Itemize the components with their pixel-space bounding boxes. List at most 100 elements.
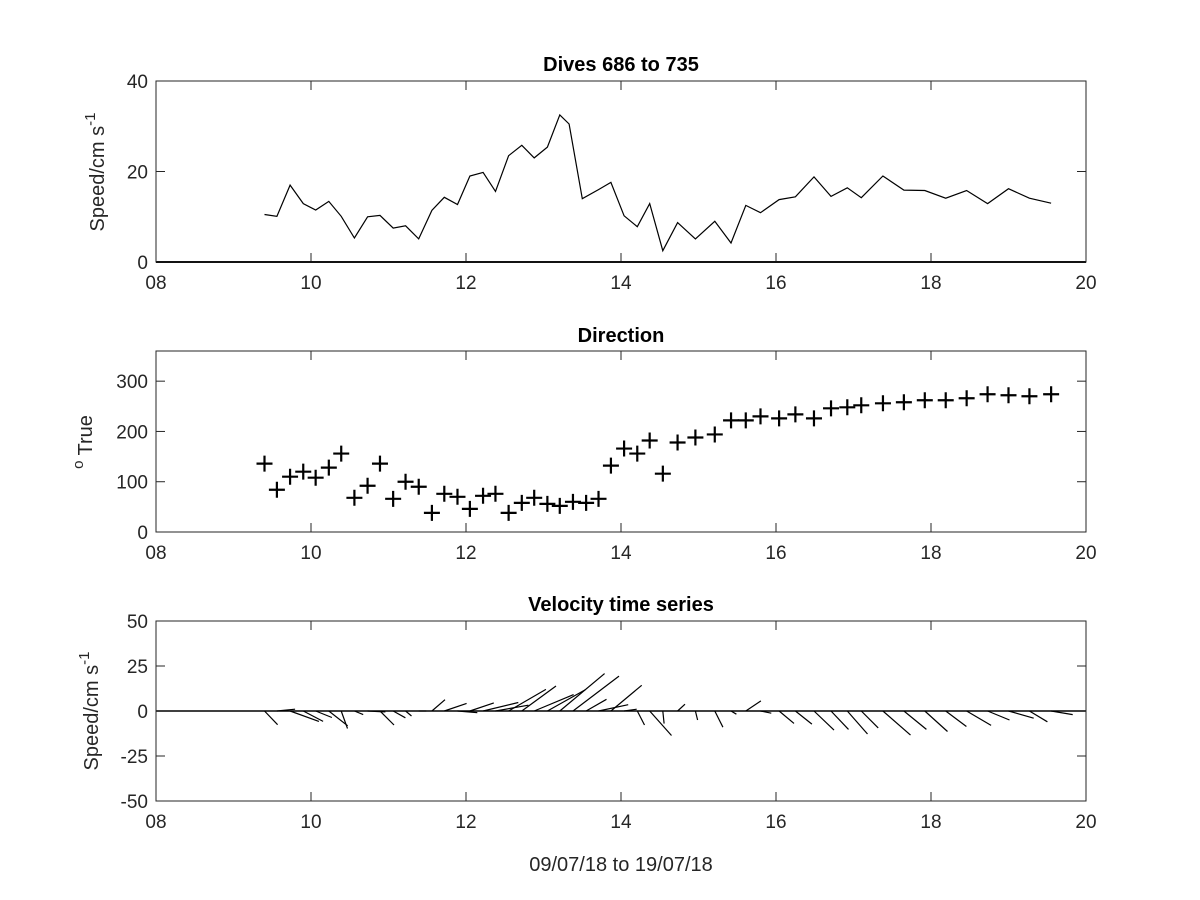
direction-panel-point bbox=[436, 485, 453, 502]
direction-panel-point bbox=[706, 426, 723, 443]
direction-panel-xtick-label: 14 bbox=[610, 543, 632, 564]
speed-panel-title: Dives 686 to 735 bbox=[543, 54, 699, 76]
direction-panel-point bbox=[805, 410, 822, 427]
velocity-panel-xtick-label: 16 bbox=[765, 812, 786, 833]
speed-panel-ytick-label: 0 bbox=[137, 253, 148, 274]
direction-panel-point bbox=[513, 494, 530, 511]
velocity-panel-stick bbox=[1051, 710, 1073, 716]
velocity-panel-stick bbox=[405, 710, 412, 717]
direction-panel-point bbox=[346, 489, 363, 506]
direction-panel-point bbox=[320, 459, 337, 476]
velocity-panel-stick bbox=[276, 708, 296, 712]
direction-panel-point bbox=[500, 504, 517, 521]
velocity-panel-stick bbox=[547, 689, 586, 712]
velocity-panel-title: Velocity time series bbox=[528, 594, 714, 616]
speed-panel-ticks: 08 10 12 14 16 18 20 0 20 40 bbox=[127, 72, 1097, 294]
velocity-panel-xtick-label: 08 bbox=[145, 812, 166, 833]
direction-panel-point bbox=[916, 392, 933, 409]
direction-panel-point bbox=[723, 412, 740, 429]
direction-panel-point bbox=[410, 478, 427, 495]
velocity-panel-stick bbox=[482, 701, 519, 712]
velocity-panel-ytick-label: -50 bbox=[121, 792, 148, 813]
velocity-panel-stick bbox=[367, 710, 386, 713]
direction-panel-point bbox=[539, 495, 556, 512]
velocity-panel-stick bbox=[714, 710, 724, 728]
direction-panel-point bbox=[590, 490, 607, 507]
direction-panel-ytick-label: 100 bbox=[116, 473, 148, 494]
direction-panel-point bbox=[937, 392, 954, 409]
direction-panel-point bbox=[461, 500, 478, 517]
speed-panel-ytick-label: 20 bbox=[127, 163, 148, 184]
velocity-panel-ylabel: Speed/cm s-1 bbox=[76, 652, 103, 771]
direction-panel-point bbox=[295, 463, 312, 480]
velocity-panel-ylabel-text: Speed/cm s bbox=[81, 665, 103, 771]
velocity-panel-stick bbox=[572, 675, 620, 712]
direction-panel-point bbox=[359, 477, 376, 494]
velocity-panel-stick bbox=[585, 698, 607, 712]
direction-panel-point bbox=[771, 410, 788, 427]
velocity-panel-stick bbox=[328, 710, 349, 727]
direction-panel-axes bbox=[155, 350, 1087, 533]
direction-panel-ytick-label: 0 bbox=[137, 523, 148, 544]
velocity-panel-stick bbox=[636, 710, 646, 726]
direction-panel-point bbox=[397, 473, 414, 490]
velocity-panel-stick bbox=[624, 708, 637, 712]
speed-panel: Dives 686 to 735 08 10 12 14 16 18 20 0 20 40 Spe… bbox=[82, 54, 1097, 294]
velocity-panel-stick bbox=[649, 710, 672, 736]
direction-panel-point bbox=[687, 429, 704, 446]
velocity-panel-stick bbox=[795, 710, 813, 725]
direction-panel-point bbox=[823, 400, 840, 417]
direction-panel-point bbox=[874, 395, 891, 412]
velocity-panel-xlabel: 09/07/18 to 19/07/18 bbox=[529, 854, 713, 876]
velocity-panel-ytick-label: 0 bbox=[137, 702, 148, 723]
velocity-panel-xtick-label: 10 bbox=[300, 812, 321, 833]
direction-panel-point bbox=[654, 465, 671, 482]
velocity-panel-stick bbox=[694, 710, 699, 721]
speed-panel-ylabel: Speed/cm s-1 bbox=[82, 113, 109, 232]
direction-panel-point bbox=[551, 497, 568, 514]
speed-panel-ylabel-text: Speed/cm s bbox=[87, 126, 109, 232]
velocity-panel-stick bbox=[508, 688, 547, 712]
velocity-panel-stick bbox=[610, 684, 643, 712]
direction-panel-title: Direction bbox=[578, 325, 665, 347]
direction-panel-point bbox=[578, 494, 595, 511]
speed-panel-xtick-label: 16 bbox=[765, 273, 786, 294]
velocity-panel-ticks: 08 10 12 14 16 18 20 -50 -25 0 25 50 bbox=[121, 612, 1097, 833]
direction-panel-point bbox=[487, 485, 504, 502]
direction-panel-ylabel-text: True bbox=[75, 415, 97, 455]
velocity-panel-stick bbox=[559, 673, 605, 712]
velocity-panel-ylabel-superscript: -1 bbox=[76, 652, 93, 665]
speed-panel-xtick-label: 14 bbox=[610, 273, 632, 294]
direction-panel-xtick-label: 12 bbox=[455, 543, 476, 564]
velocity-panel-xtick-label: 12 bbox=[455, 812, 476, 833]
direction-panel-point bbox=[979, 386, 996, 403]
direction-panel-xtick-label: 20 bbox=[1075, 543, 1096, 564]
velocity-panel-ytick-label: -25 bbox=[121, 747, 148, 768]
velocity-panel-stick bbox=[778, 710, 795, 724]
direction-panel-xtick-label: 18 bbox=[920, 543, 941, 564]
speed-panel-axes bbox=[155, 80, 1087, 263]
speed-panel-xtick-label: 18 bbox=[920, 273, 941, 294]
velocity-panel-stick bbox=[598, 704, 629, 712]
direction-panel-point bbox=[853, 397, 870, 414]
direction-panel-point bbox=[958, 390, 975, 407]
velocity-panel-stick bbox=[966, 710, 992, 726]
velocity-panel-stick bbox=[903, 710, 927, 730]
direction-panel-point bbox=[268, 481, 285, 498]
direction-panel-point bbox=[629, 445, 646, 462]
direction-panel-point bbox=[1021, 388, 1038, 405]
speed-panel-series-line bbox=[264, 113, 1052, 253]
velocity-panel-stick bbox=[303, 710, 324, 722]
direction-panel-point bbox=[839, 399, 856, 416]
velocity-panel-stick bbox=[760, 710, 772, 714]
velocity-panel-stick bbox=[340, 710, 349, 729]
direction-panel-point bbox=[1043, 386, 1060, 403]
velocity-panel-stick bbox=[1029, 710, 1048, 723]
direction-panel-marks bbox=[256, 386, 1060, 521]
speed-panel-ytick-label: 40 bbox=[127, 72, 148, 93]
direction-panel-point bbox=[641, 432, 658, 449]
speed-panel-xtick-label: 10 bbox=[300, 273, 321, 294]
velocity-panel-stick bbox=[745, 700, 762, 712]
direction-panel-point bbox=[1000, 387, 1017, 404]
